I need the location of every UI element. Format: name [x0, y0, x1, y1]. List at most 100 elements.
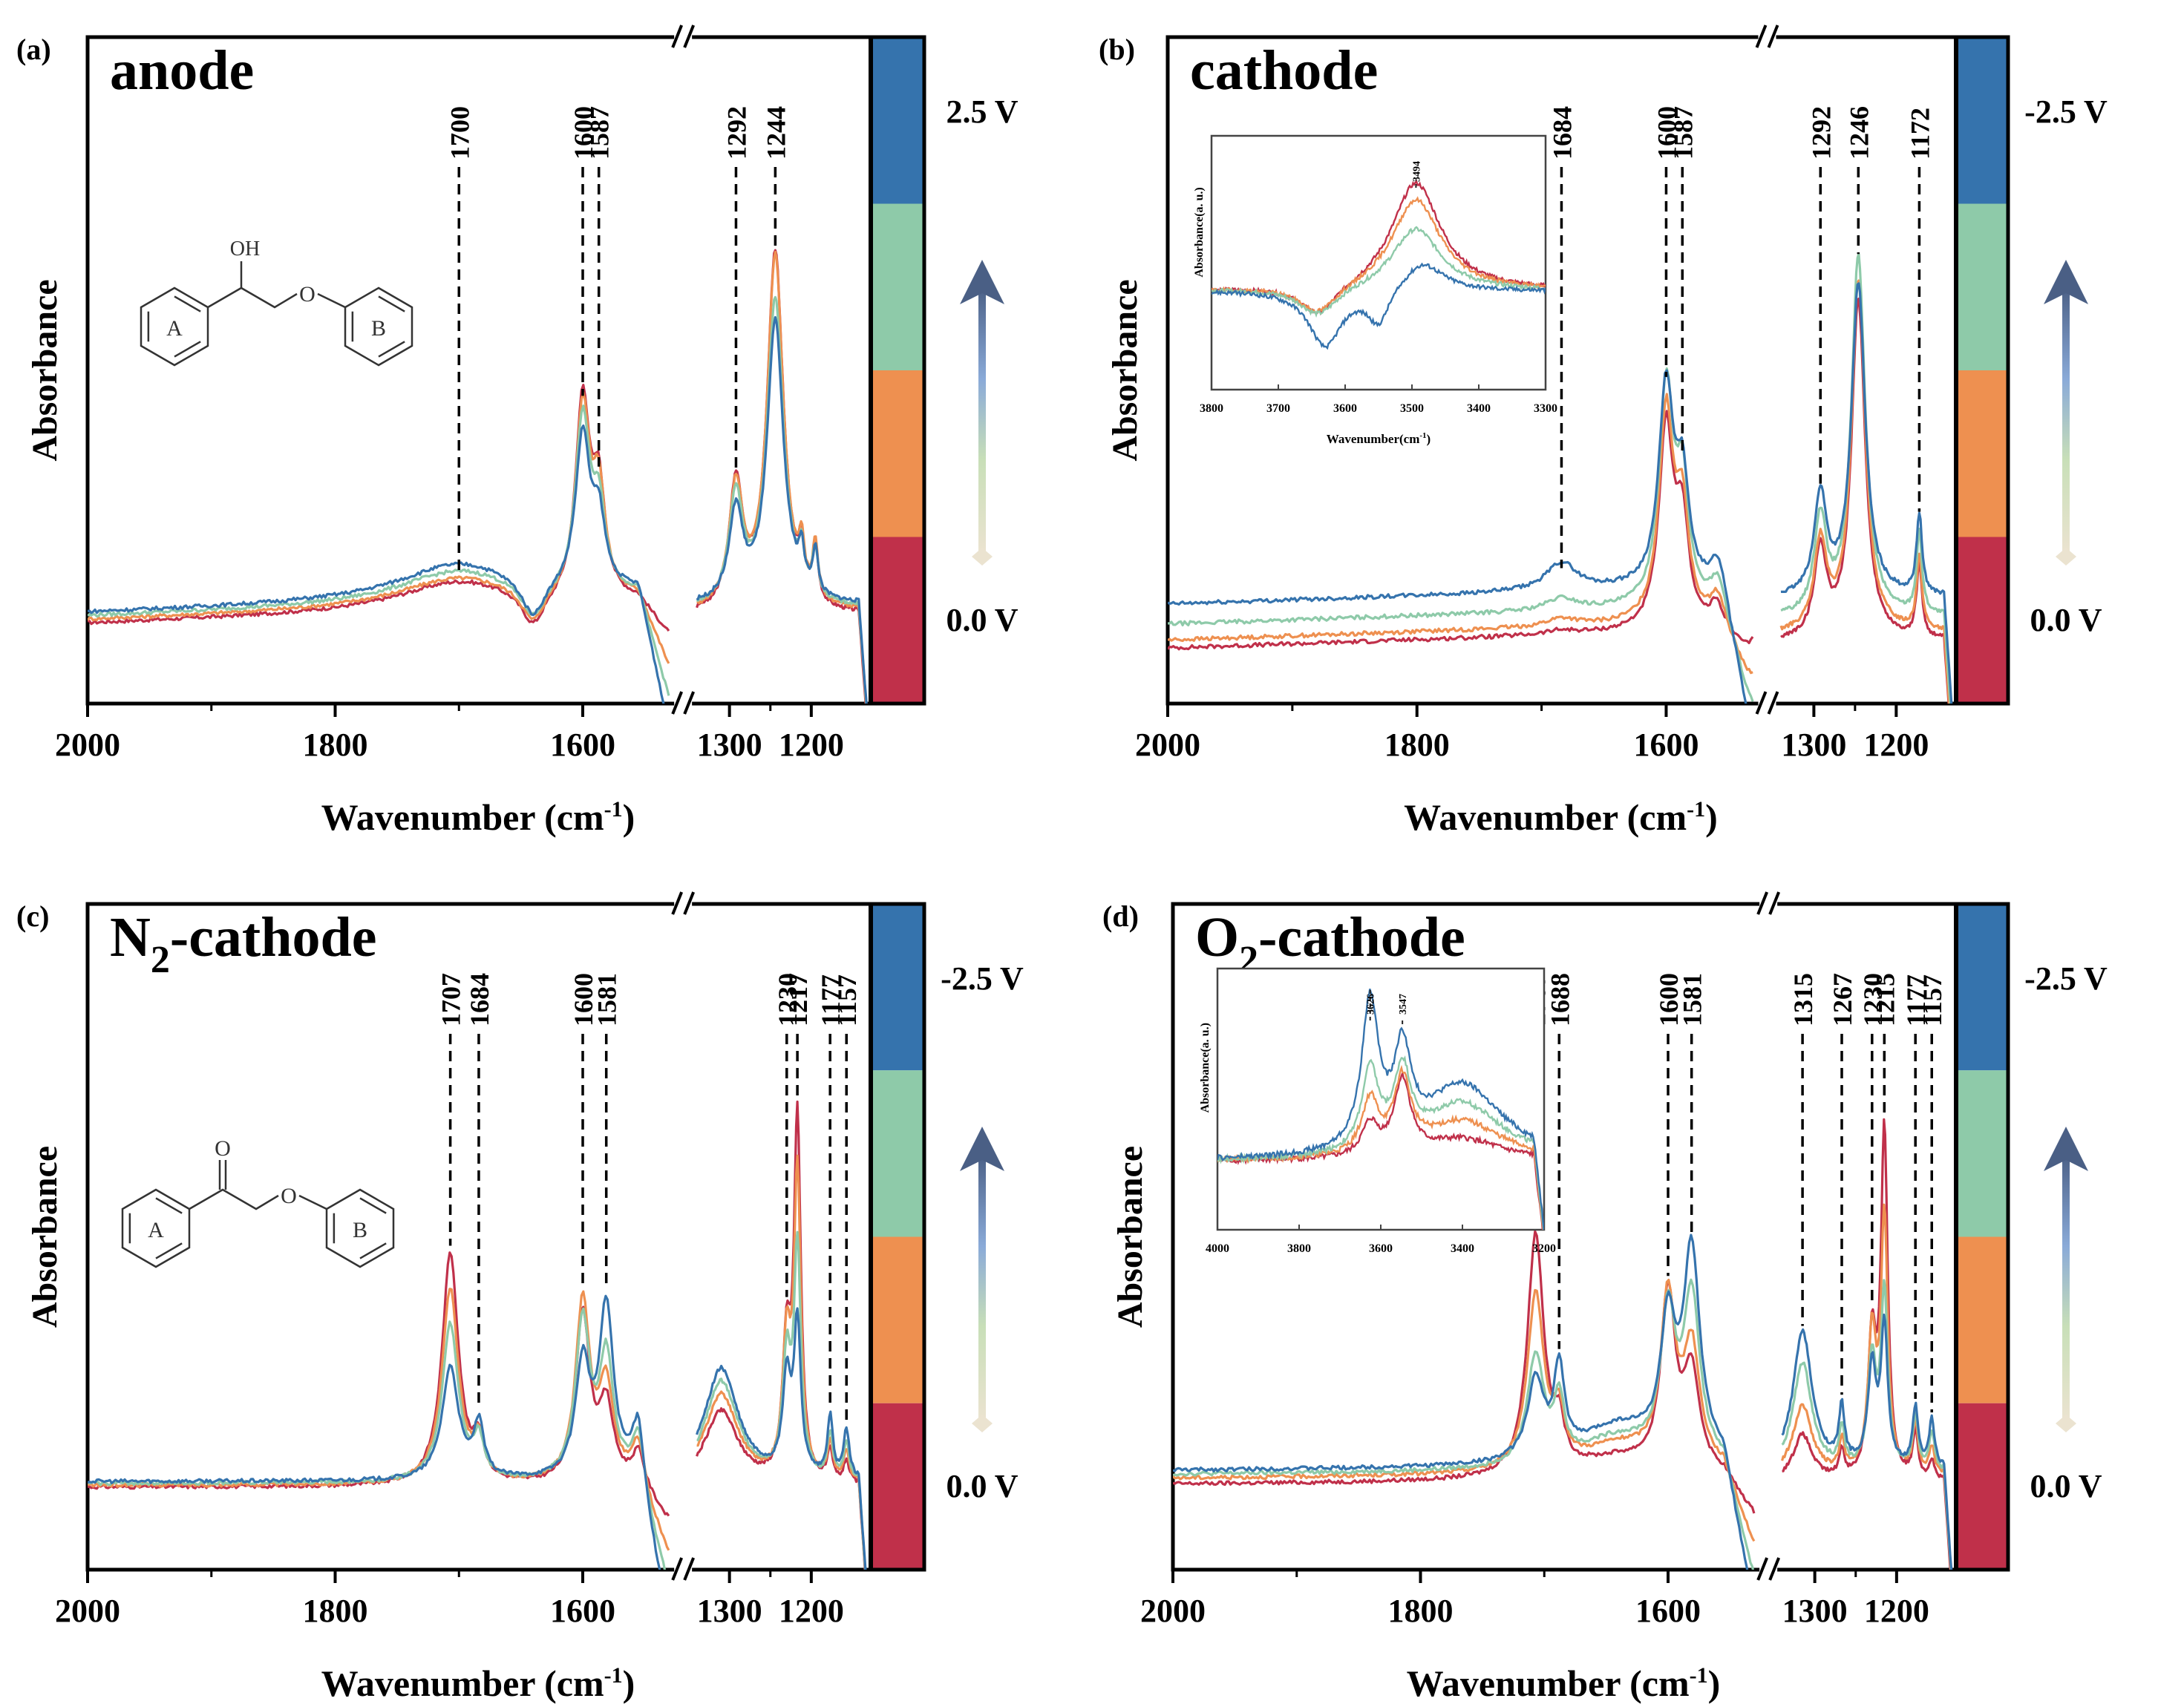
y-axis-label: Absorbance — [25, 279, 65, 461]
inset-chart: 3800 3700 3600 3500 3400 3300 Wavenumber(cm-1)… — [1193, 134, 1557, 446]
spectrum-line-0.0-V — [696, 249, 867, 704]
colorbar-top-label: -2.5 V — [2024, 960, 2108, 997]
axis-break-mark — [1768, 1557, 1781, 1581]
inset-y-axis-label: Absorbance(a. u.) — [1193, 187, 1206, 277]
x-tick-label: 1800 — [303, 727, 368, 763]
colorbar-segment — [1956, 203, 2007, 370]
panel-a: 2000 1800 1600 1300 1200 Wavenumber (cm-1) Abs… — [16, 24, 1019, 838]
plot-frame — [85, 902, 926, 1572]
inset-x-tick-label: 3500 — [1400, 402, 1424, 415]
spectrum-line--2.5-V — [1780, 282, 1953, 704]
x-tick-label: 1200 — [779, 1593, 844, 1629]
inset-x-tick-label: 3700 — [1266, 402, 1290, 415]
inset-x-tick-label: 3400 — [1451, 1242, 1474, 1255]
chain-bond — [298, 1194, 327, 1210]
spectrum-line-step-2 — [1779, 279, 1951, 704]
inset-frame — [1210, 134, 1547, 391]
peak-marker-label: 1707 — [437, 973, 466, 1026]
voltage-arrow-shaft — [2062, 286, 2070, 553]
ring-double-bond — [155, 1197, 183, 1214]
ring-double-bond — [155, 1242, 183, 1259]
inset-spectrum-line — [1212, 262, 1546, 350]
panel-letter: (d) — [1102, 899, 1139, 933]
peak-marker-label: 1581 — [592, 973, 622, 1026]
inset-peak-marker-label: 3547 — [1398, 994, 1409, 1015]
peak-marker-label: 1292 — [722, 106, 751, 160]
axis-break-mark — [683, 1557, 696, 1581]
peak-marker-label: 1600 — [1654, 973, 1684, 1026]
x-axis-label: Wavenumber (cm-1) — [1404, 796, 1718, 838]
voltage-arrow-head — [960, 260, 1004, 304]
spectrum-line--2.5-V — [88, 1294, 661, 1570]
ring-double-bond — [378, 295, 405, 312]
x-axis-label-text: Wavenumber (cm — [321, 796, 604, 838]
colorbar-segment — [871, 904, 923, 1071]
colorbar-segment — [871, 1236, 923, 1403]
peak-marker-label: 1587 — [1668, 106, 1698, 160]
panel-title-main: N — [110, 906, 151, 969]
colorbar-segment — [871, 203, 923, 370]
voltage-arrow-tail — [2056, 1415, 2076, 1432]
inset-x-label-text: Wavenumber(cm — [1327, 432, 1420, 446]
peak-marker-label: 1581 — [1678, 973, 1707, 1026]
voltage-arrow-tail — [972, 548, 993, 566]
spectrum-line-step-3 — [696, 1231, 867, 1570]
voltage-arrow-shaft — [978, 286, 986, 553]
peak-marker-label: 1267 — [1828, 973, 1857, 1026]
inset-x-tick-label: 3600 — [1369, 1242, 1393, 1255]
panel-title: cathode — [1190, 39, 1378, 102]
inset-x-label-end: ) — [1427, 432, 1431, 446]
spectra-group — [88, 249, 868, 704]
x-tick-label: 1600 — [550, 727, 615, 763]
x-axis-label-sup: -1 — [604, 1663, 623, 1688]
colorbar-segment — [1956, 904, 2007, 1071]
inset-x-tick-label: 3800 — [1200, 402, 1223, 415]
axis-break-mark — [671, 891, 684, 915]
panel-title-rest: -cathode — [1258, 906, 1465, 969]
axis-break-mark — [1755, 24, 1768, 48]
x-tick-label: 2000 — [55, 727, 120, 763]
inset-spectra-group — [1212, 180, 1546, 350]
carbonyl-oxygen-label: O — [215, 1136, 231, 1161]
axis-break-mark — [1756, 1557, 1769, 1581]
ether-oxygen-label: O — [299, 282, 315, 307]
inset-spectra-group — [1217, 989, 1544, 1230]
ring-double-bond — [359, 1242, 387, 1259]
axis-break-mark — [671, 24, 684, 48]
spectra-group — [88, 1100, 867, 1570]
peak-marker-label: 1215 — [1870, 973, 1900, 1026]
spectra-group — [1168, 252, 1953, 704]
x-tick-label: 2000 — [55, 1593, 120, 1629]
voltage-arrow-head — [2044, 1127, 2088, 1171]
x-axis-label: Wavenumber (cm-1) — [321, 796, 635, 838]
spectra-group — [1173, 1118, 1953, 1570]
inset-chart: 4000 3800 3600 3400 3200 Absorbance(a. u.) 362… — [1199, 967, 1556, 1255]
x-tick-label: 1800 — [1384, 727, 1450, 763]
peak-marker-label: 1177 — [816, 974, 846, 1026]
x-axis-label-text: Wavenumber (cm — [1404, 796, 1687, 838]
spectrum-line-step-2 — [88, 1288, 670, 1551]
spectrum-line-step-2 — [1168, 393, 1753, 675]
panel-letter: (c) — [16, 899, 49, 933]
colorbar-segment — [871, 1070, 923, 1237]
x-axis-label-end: ) — [1705, 796, 1718, 838]
axis-break-mark — [1755, 691, 1768, 715]
colorbar-segment — [871, 37, 923, 204]
x-axis-label-end: ) — [1708, 1662, 1721, 1704]
peak-marker-label: 1177 — [1901, 974, 1931, 1026]
peak-marker-label: 1600 — [569, 973, 598, 1026]
ring-label-b: B — [371, 316, 386, 341]
colorbar-top-label: -2.5 V — [941, 960, 1024, 997]
plot-frame — [1171, 902, 2010, 1572]
inset-x-axis-label: Wavenumber(cm-1) — [1327, 431, 1431, 446]
ring-double-bond — [378, 341, 405, 358]
inset-spectrum-line — [1217, 1064, 1544, 1230]
x-axis-label: Wavenumber (cm-1) — [321, 1662, 635, 1704]
panel-title: N2-cathode — [110, 906, 377, 981]
x-axis-label-sup: -1 — [1687, 797, 1705, 822]
x-tick-label: 1300 — [1781, 727, 1846, 763]
peak-marker-label: 1587 — [585, 106, 615, 160]
spectrum-line-step-2 — [1781, 1203, 1952, 1570]
peak-marker-label: 1600 — [569, 106, 598, 160]
